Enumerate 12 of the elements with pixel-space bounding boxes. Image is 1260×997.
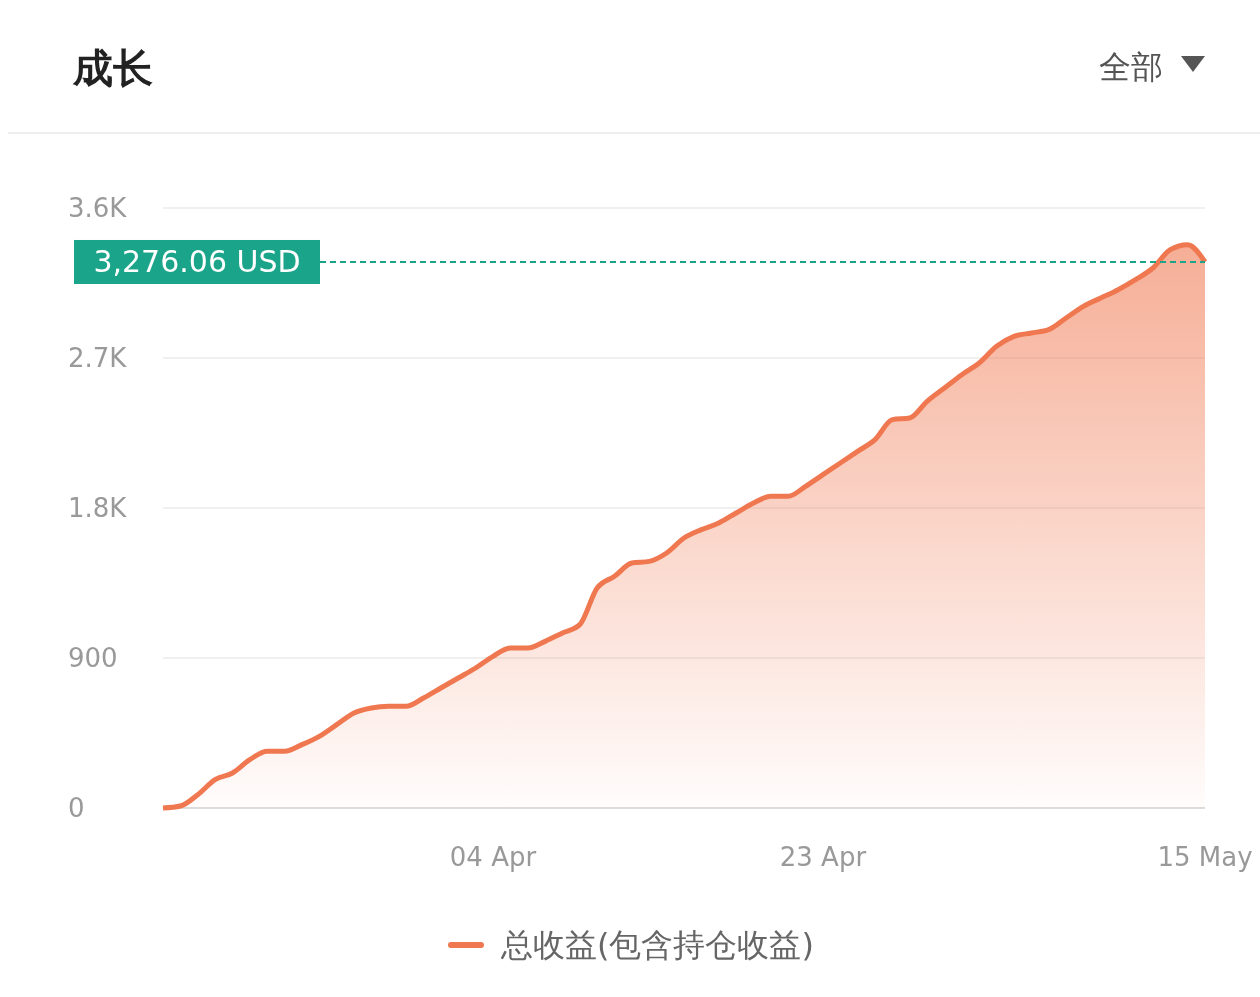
ref-line-label: 3,276.06 USD bbox=[93, 244, 301, 280]
x-tick-label: 04 Apr bbox=[449, 842, 537, 872]
y-tick-label: 900 bbox=[68, 643, 118, 674]
y-tick-label: 0 bbox=[68, 793, 85, 824]
legend-label: 总收益(包含持仓收益) bbox=[500, 926, 814, 965]
x-tick-label: 23 Apr bbox=[779, 842, 867, 872]
y-tick-label: 3.6K bbox=[68, 193, 128, 224]
y-tick-label: 1.8K bbox=[68, 493, 128, 524]
x-tick-label: 15 May bbox=[1157, 842, 1253, 872]
text: 全部 bbox=[1099, 48, 1163, 86]
y-tick-label: 2.7K bbox=[68, 343, 128, 374]
chart-title: 成长 bbox=[72, 45, 153, 91]
